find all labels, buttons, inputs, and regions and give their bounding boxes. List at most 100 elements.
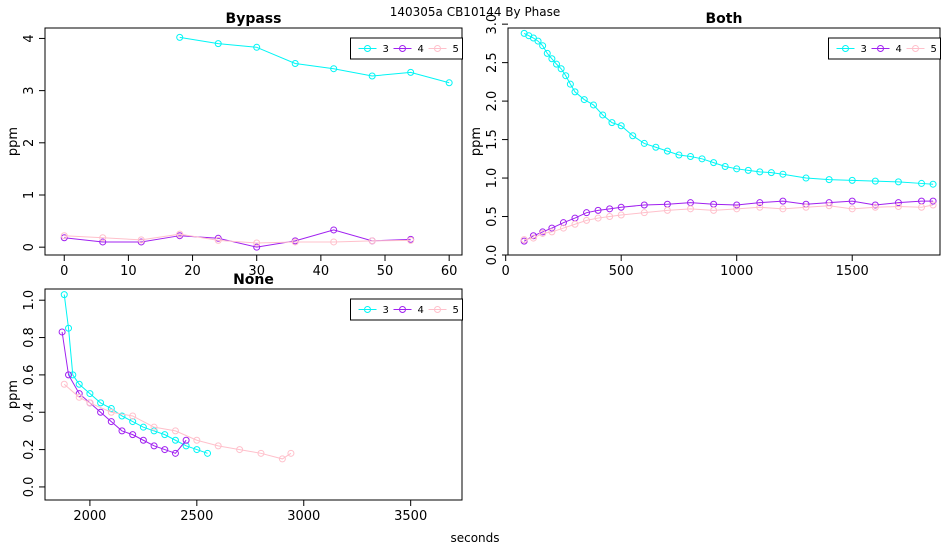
y-tick-label: 2 [22, 139, 37, 147]
series-line [63, 383, 292, 460]
plot-frame [507, 27, 941, 256]
legend-label: 4 [418, 305, 424, 316]
data-point [553, 60, 561, 68]
data-point [368, 72, 376, 80]
x-tick-label: 20 [184, 264, 201, 279]
x-tick-label: 40 [313, 264, 330, 279]
x-axis-label-seconds: seconds [450, 531, 499, 545]
data-point [253, 43, 261, 51]
data-point [534, 37, 542, 45]
data-point [733, 201, 741, 209]
x-tick-label: 3000 [287, 509, 320, 524]
legend-label: 5 [453, 305, 459, 316]
x-tick-label: 30 [248, 264, 265, 279]
data-point [137, 238, 145, 246]
data-point [129, 431, 137, 439]
data-point [214, 236, 222, 244]
data-point [139, 423, 147, 431]
data-point [640, 201, 648, 209]
data-point [86, 399, 94, 407]
data-point [176, 230, 184, 238]
data-point [150, 427, 158, 435]
x-tick-label: 1000 [720, 264, 753, 279]
data-point [802, 174, 810, 182]
panel-title: Both [706, 11, 743, 27]
data-point [407, 68, 415, 76]
panel-title: None [233, 272, 274, 288]
data-point [253, 243, 261, 251]
data-point [640, 209, 648, 217]
x-tick-label: 1500 [836, 264, 869, 279]
series-5 [520, 201, 937, 244]
legend: 3 4 5 [350, 298, 463, 321]
data-point [58, 328, 66, 336]
data-point [559, 224, 567, 232]
series-line [179, 36, 450, 84]
data-point [779, 197, 787, 205]
data-point [407, 236, 415, 244]
data-point [75, 380, 83, 388]
data-point [918, 203, 926, 211]
data-point [137, 236, 145, 244]
data-point [99, 234, 107, 242]
series-3 [520, 29, 937, 188]
data-point [929, 197, 937, 205]
data-point [871, 177, 879, 185]
data-point [871, 201, 879, 209]
data-point [744, 166, 752, 174]
data-point [107, 418, 115, 426]
legend-key-marker [842, 45, 849, 52]
x-tick-label: 500 [609, 264, 634, 279]
x-tick-label: 50 [377, 264, 394, 279]
data-point [733, 165, 741, 173]
data-point [566, 80, 574, 88]
legend-label: 4 [418, 44, 424, 55]
legend: 3 4 5 [828, 37, 941, 60]
data-point [733, 205, 741, 213]
data-point [193, 446, 201, 454]
y-tick-label: 3 [22, 86, 37, 94]
data-point [583, 209, 591, 217]
data-point [687, 153, 695, 161]
data-point [894, 199, 902, 207]
data-point [848, 176, 856, 184]
y-axis-label: ppm [6, 127, 21, 156]
data-point [918, 179, 926, 187]
data-point [608, 119, 616, 127]
data-point [580, 96, 588, 104]
data-point [161, 446, 169, 454]
data-point [779, 170, 787, 178]
data-point [675, 151, 683, 159]
data-point [171, 449, 179, 457]
data-point [118, 412, 126, 420]
data-point [594, 214, 602, 222]
data-point [539, 229, 547, 237]
data-point [161, 431, 169, 439]
data-point [150, 442, 158, 450]
data-point [520, 236, 528, 244]
x-tick-label: 2500 [180, 509, 213, 524]
legend-label: 4 [896, 44, 902, 55]
y-tick-label: 1.0 [22, 290, 37, 311]
data-point [330, 226, 338, 234]
panel-both: Both 0 500 1000 1500 0.0 0.5 1.0 1.5 2.0 2.5 3.0 ppm… [469, 11, 941, 279]
data-point [214, 442, 222, 450]
legend-key-marker [434, 45, 441, 52]
data-point [69, 371, 77, 379]
data-point [330, 238, 338, 246]
series-line [523, 200, 934, 242]
data-point [171, 436, 179, 444]
series-3 [176, 33, 453, 87]
data-point [445, 79, 453, 87]
data-point [548, 224, 556, 232]
data-point [97, 399, 105, 407]
y-tick-label: 0.5 [485, 206, 500, 227]
data-point [825, 176, 833, 184]
plot-frame [44, 288, 463, 501]
figure-title: 140305a CB10144 By Phase [390, 5, 561, 19]
data-point [779, 205, 787, 213]
series-line [64, 229, 411, 248]
data-point [571, 220, 579, 228]
data-point [663, 147, 671, 155]
data-point [60, 291, 68, 299]
